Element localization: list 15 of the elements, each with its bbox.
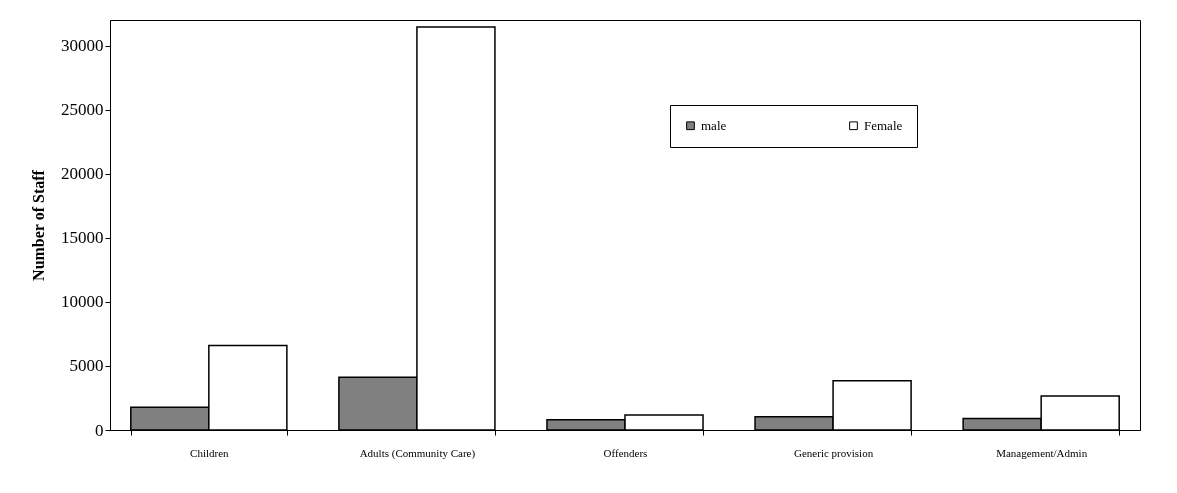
- legend-label: male: [701, 117, 727, 133]
- x-tick-label: Adults (Community Care): [359, 446, 476, 460]
- y-tick-label: 10000: [61, 292, 104, 312]
- y-tick-label: 15000: [61, 228, 104, 248]
- y-tick-label: 20000: [61, 164, 104, 184]
- y-tick-label: 30000: [61, 36, 104, 56]
- y-tick-label: 25000: [61, 100, 104, 120]
- y-tick-label: 0: [95, 420, 104, 440]
- y-axis-title: Number of Staff: [30, 169, 47, 281]
- x-tick-label: Offenders: [603, 446, 648, 459]
- x-tick-label: Generic provision: [794, 446, 874, 459]
- x-tick-label: Management/Admin: [996, 446, 1088, 459]
- y-tick-label: 5000: [69, 356, 104, 376]
- legend-label: Female: [864, 117, 903, 133]
- x-tick-label: Children: [190, 446, 230, 459]
